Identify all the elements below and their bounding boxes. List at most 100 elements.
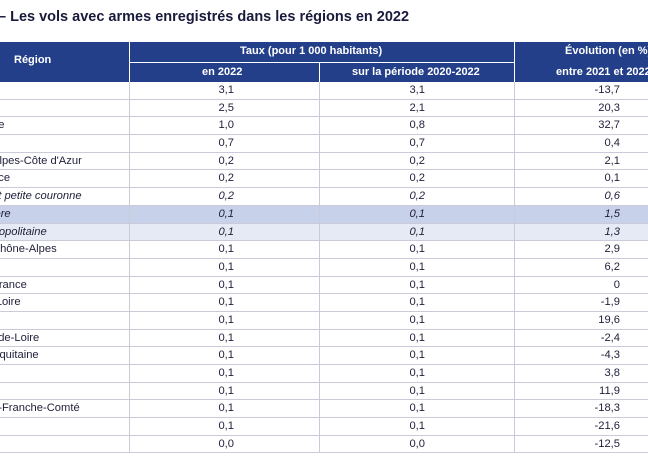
- column-separator: [129, 311, 130, 329]
- column-separator: [514, 135, 515, 152]
- page-title: – Les vols avec armes enregistrés dans l…: [0, 9, 410, 25]
- region-cell: l-de-Loire: [0, 331, 40, 344]
- column-separator: [319, 223, 320, 241]
- column-separator: [319, 400, 320, 418]
- column-separator: [129, 135, 130, 152]
- table-row: et petite couronne 0,2 0,2 0,6: [0, 188, 648, 206]
- evolution-cell: 0,6: [604, 190, 620, 203]
- rate-period-cell: 0,1: [409, 243, 425, 256]
- column-separator: [319, 347, 320, 364]
- rate-2022-cell: 0,2: [218, 172, 234, 185]
- region-cell: Rhône-Alpes: [0, 243, 57, 256]
- column-separator: [514, 170, 515, 188]
- evolution-cell: 20,3: [598, 101, 620, 114]
- table-row: ière 0,1 0,1 1,5: [0, 205, 648, 224]
- rate-period-cell: 0,1: [409, 225, 425, 238]
- column-separator: [129, 400, 130, 418]
- rate-period-cell: 0,1: [409, 296, 425, 309]
- column-separator: [319, 311, 320, 329]
- evolution-cell: 0: [613, 278, 620, 291]
- column-separator: [319, 117, 320, 135]
- column-separator: [129, 329, 130, 347]
- column-separator: [514, 205, 515, 223]
- region-cell: Aquitaine: [0, 349, 39, 362]
- column-separator: [319, 365, 320, 382]
- rate-period-cell: 3,1: [409, 84, 425, 96]
- rate-2022-cell: 0,1: [218, 243, 234, 256]
- rate-2022-cell: 0,0: [218, 437, 234, 450]
- region-cell: tropolitaine: [0, 225, 47, 238]
- rate-period-cell: 0,1: [409, 278, 425, 291]
- table-row: Alpes-Côte d'Azur 0,2 0,2 2,1: [0, 152, 648, 171]
- column-separator: [319, 435, 320, 453]
- rate-period-cell: 0,1: [409, 402, 425, 415]
- table-row: Aquitaine 0,1 0,1 -4,3: [0, 347, 648, 365]
- column-separator: [129, 82, 130, 99]
- evolution-cell: 2,1: [604, 154, 620, 167]
- column-separator: [129, 347, 130, 364]
- rate-2022-cell: 0,1: [218, 367, 234, 379]
- data-table: Région Taux (pour 1 000 habitants) en 20…: [0, 42, 648, 454]
- column-separator: [129, 258, 130, 276]
- table-row: France 0,1 0,1 0: [0, 276, 648, 295]
- evolution-cell: -21,6: [594, 420, 621, 433]
- rate-period-cell: 0,2: [409, 154, 425, 167]
- evolution-cell: -18,3: [594, 402, 621, 415]
- column-separator: [514, 241, 515, 258]
- evolution-cell: 19,6: [598, 313, 620, 326]
- evolution-cell: -2,4: [600, 331, 620, 344]
- column-separator: [129, 152, 130, 170]
- column-separator: [319, 99, 320, 117]
- region-cell: et petite couronne: [0, 190, 82, 203]
- column-separator: [319, 135, 320, 152]
- rate-period-cell: 0,0: [409, 437, 425, 450]
- column-separator: [129, 117, 130, 135]
- column-separator: [514, 258, 515, 276]
- rate-period-cell: 0,1: [409, 207, 425, 220]
- table-row: 0,1 0,1 3,8: [0, 365, 648, 383]
- header-taux: Taux (pour 1 000 habitants): [240, 45, 383, 57]
- rate-2022-cell: 2,5: [218, 101, 234, 114]
- column-separator: [514, 418, 515, 435]
- table-body: 3,13,1-13,72,52,120,3pe1,00,832,7e0,70,7…: [0, 82, 648, 454]
- rate-period-cell: 2,1: [409, 101, 425, 114]
- header-col-2022: en 2022: [202, 66, 243, 78]
- evolution-cell: 0,1: [604, 172, 620, 185]
- region-cell: ière: [0, 207, 11, 220]
- header-region: Région: [14, 54, 52, 66]
- region-cell: France: [0, 278, 27, 291]
- rate-2022-cell: 0,1: [218, 331, 234, 344]
- evolution-cell: -1,9: [600, 296, 620, 309]
- column-separator: [514, 99, 515, 117]
- table-row: nce 0,2 0,2 0,1: [0, 170, 648, 189]
- header-divider: [319, 62, 320, 82]
- column-separator: [319, 82, 320, 99]
- column-separator: [129, 382, 130, 400]
- table-row: 0,1 0,1 11,9: [0, 382, 648, 401]
- evolution-cell: 3,8: [604, 367, 620, 379]
- column-separator: [514, 82, 515, 99]
- rate-period-cell: 0,1: [409, 331, 425, 344]
- rate-2022-cell: 0,1: [218, 384, 234, 397]
- table-row: tropolitaine 0,1 0,1 1,3: [0, 223, 648, 242]
- column-separator: [129, 99, 130, 117]
- rate-2022-cell: 0,1: [218, 296, 234, 309]
- region-cell: -Loire: [0, 296, 21, 309]
- rate-2022-cell: 0,7: [218, 137, 234, 150]
- rate-2022-cell: 0,1: [218, 420, 234, 433]
- column-separator: [319, 418, 320, 435]
- column-separator: [514, 152, 515, 170]
- evolution-cell: 6,2: [604, 260, 620, 273]
- column-separator: [514, 347, 515, 364]
- rate-2022-cell: 3,1: [218, 84, 234, 96]
- column-separator: [129, 435, 130, 453]
- header-divider: [130, 62, 514, 63]
- table-row: 0,0 0,0 -12,5: [0, 435, 648, 454]
- region-cell: pe: [0, 119, 5, 132]
- table-row: 2,5 2,1 20,3: [0, 99, 648, 118]
- evolution-cell: 11,9: [599, 384, 620, 397]
- rate-period-cell: 0,7: [409, 137, 425, 150]
- header-evolution-2: entre 2021 et 2022: [556, 66, 648, 78]
- rate-2022-cell: 0,2: [218, 190, 234, 203]
- rate-2022-cell: 0,1: [218, 225, 234, 238]
